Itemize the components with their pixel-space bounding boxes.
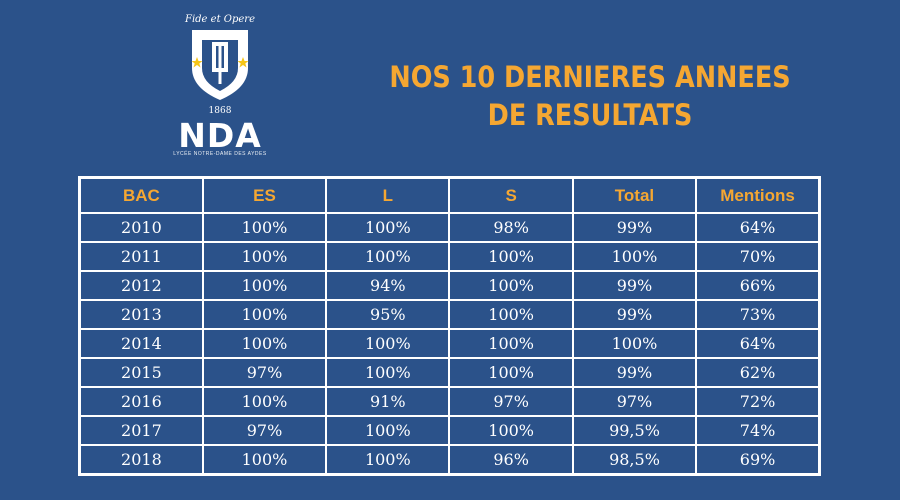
table-row: 2010 100% 100% 98% 99% 64%: [78, 212, 821, 243]
cell-total: 99%: [571, 357, 698, 388]
table-header-row: BAC ES L S Total Mentions: [78, 176, 821, 214]
cell-l: 100%: [325, 212, 451, 243]
cell-mentions: 62%: [695, 357, 821, 388]
logo-motto: Fide et Opere: [185, 14, 255, 25]
column-header-es: ES: [201, 176, 328, 214]
cell-total: 100%: [571, 241, 698, 272]
cell-s: 100%: [448, 415, 574, 446]
shield-icon: [191, 30, 249, 100]
cell-bac: 2010: [78, 212, 204, 243]
cell-s: 100%: [448, 328, 574, 359]
cell-total: 97%: [571, 386, 698, 417]
cell-es: 97%: [201, 415, 328, 446]
page-title: NOS 10 DERNIERES ANNEES DE RESULTATS: [388, 58, 793, 134]
cell-mentions: 70%: [695, 241, 821, 272]
cell-mentions: 64%: [695, 212, 821, 243]
cell-bac: 2013: [78, 299, 204, 330]
cell-mentions: 64%: [695, 328, 821, 359]
cell-bac: 2017: [78, 415, 204, 446]
cell-bac: 2015: [78, 357, 204, 388]
cell-es: 100%: [201, 212, 328, 243]
column-header-bac: BAC: [78, 176, 204, 214]
cell-bac: 2016: [78, 386, 204, 417]
cell-es: 100%: [201, 328, 328, 359]
logo-brand: NDA: [178, 116, 262, 155]
cell-s: 96%: [448, 444, 574, 476]
table-row: 2017 97% 100% 100% 99,5% 74%: [78, 415, 821, 446]
cell-l: 100%: [325, 357, 451, 388]
cell-s: 100%: [448, 357, 574, 388]
cell-total: 98,5%: [571, 444, 698, 476]
cell-l: 100%: [325, 415, 451, 446]
cell-total: 99,5%: [571, 415, 698, 446]
column-header-s: S: [448, 176, 574, 214]
school-logo: Fide et Opere 1868 NDA LYCÉE NOTRE-DAME …: [160, 8, 280, 158]
cell-bac: 2011: [78, 241, 204, 272]
cell-l: 94%: [325, 270, 451, 301]
title-line-1: NOS 10 DERNIERES ANNEES: [389, 60, 791, 94]
cell-l: 95%: [325, 299, 451, 330]
table-row: 2013 100% 95% 100% 99% 73%: [78, 299, 821, 330]
table-row: 2018 100% 100% 96% 98,5% 69%: [78, 444, 821, 476]
cell-mentions: 69%: [695, 444, 821, 476]
table-row: 2014 100% 100% 100% 100% 64%: [78, 328, 821, 359]
column-header-l: L: [325, 176, 451, 214]
cell-s: 97%: [448, 386, 574, 417]
table-row: 2015 97% 100% 100% 99% 62%: [78, 357, 821, 388]
column-header-mentions: Mentions: [695, 176, 821, 214]
cell-l: 91%: [325, 386, 451, 417]
cell-l: 100%: [325, 444, 451, 476]
results-body: 2010 100% 100% 98% 99% 64% 2011 100% 100% 100% 100…: [78, 212, 821, 476]
cell-mentions: 74%: [695, 415, 821, 446]
cell-s: 100%: [448, 299, 574, 330]
cell-es: 100%: [201, 444, 328, 476]
cell-s: 100%: [448, 270, 574, 301]
cell-bac: 2012: [78, 270, 204, 301]
cell-mentions: 66%: [695, 270, 821, 301]
logo-year: 1868: [208, 106, 232, 116]
cell-total: 99%: [571, 212, 698, 243]
logo-subtitle: LYCÉE NOTRE-DAME DES AYDES: [173, 151, 267, 157]
column-header-total: Total: [571, 176, 698, 214]
table-row: 2011 100% 100% 100% 100% 70%: [78, 241, 821, 272]
cell-es: 100%: [201, 386, 328, 417]
table-row: 2016 100% 91% 97% 97% 72%: [78, 386, 821, 417]
cell-total: 100%: [571, 328, 698, 359]
cell-es: 100%: [201, 270, 328, 301]
title-line-2: DE RESULTATS: [487, 98, 693, 132]
table-row: 2012 100% 94% 100% 99% 66%: [78, 270, 821, 301]
cell-bac: 2018: [78, 444, 204, 476]
cell-l: 100%: [325, 241, 451, 272]
cell-total: 99%: [571, 299, 698, 330]
cell-l: 100%: [325, 328, 451, 359]
cell-bac: 2014: [78, 328, 204, 359]
cell-es: 97%: [201, 357, 328, 388]
cell-es: 100%: [201, 241, 328, 272]
cell-s: 100%: [448, 241, 574, 272]
cell-total: 99%: [571, 270, 698, 301]
cell-mentions: 73%: [695, 299, 821, 330]
results-table: BAC ES L S Total Mentions 2010 100% 100% 98…: [78, 176, 821, 476]
cell-s: 98%: [448, 212, 574, 243]
cell-mentions: 72%: [695, 386, 821, 417]
cell-es: 100%: [201, 299, 328, 330]
